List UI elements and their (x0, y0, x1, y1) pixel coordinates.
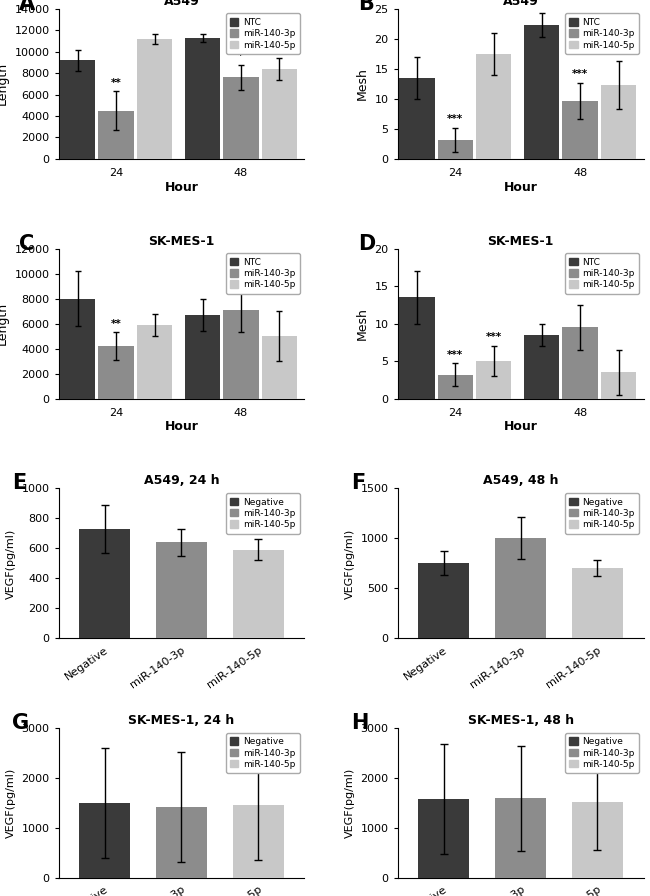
Bar (233, 550, 284, 638)
Bar (137, 39, 172, 159)
Text: ***: *** (447, 349, 463, 359)
Bar (79, 529, 130, 638)
Bar (601, 373, 636, 399)
Text: D: D (358, 234, 376, 254)
Bar (262, 69, 297, 159)
Y-axis label: VEGF(pg/ml): VEGF(pg/ml) (6, 768, 16, 839)
Text: **: ** (111, 319, 122, 329)
Bar (60, 60, 96, 159)
Legend: Negative, miR-140-3p, miR-140-5p: Negative, miR-140-3p, miR-140-5p (565, 493, 639, 533)
Text: **: ** (111, 78, 122, 88)
Text: E: E (12, 473, 26, 494)
Legend: Negative, miR-140-3p, miR-140-5p: Negative, miR-140-3p, miR-140-5p (565, 733, 639, 773)
Bar (156, 806, 207, 878)
Bar (185, 38, 220, 159)
Legend: Negative, miR-140-3p, miR-140-5p: Negative, miR-140-3p, miR-140-5p (226, 733, 300, 773)
Title: SK-MES-1, 48 h: SK-MES-1, 48 h (467, 714, 574, 727)
Text: C: C (19, 234, 34, 254)
Bar (524, 335, 560, 399)
Y-axis label: VEGF(pg/ml): VEGF(pg/ml) (345, 529, 355, 599)
Text: ***: *** (486, 332, 502, 342)
Title: A549: A549 (164, 0, 200, 8)
Bar (437, 140, 473, 159)
Bar (418, 799, 469, 878)
Bar (572, 568, 623, 638)
Bar (185, 314, 220, 399)
Title: SK-MES-1: SK-MES-1 (148, 235, 215, 247)
Bar (524, 25, 560, 159)
X-axis label: Hour: Hour (504, 181, 538, 194)
Bar (156, 542, 207, 638)
Bar (601, 85, 636, 159)
Bar (233, 806, 284, 878)
Text: **: ** (613, 47, 624, 57)
Text: B: B (358, 0, 374, 14)
Bar (262, 336, 297, 399)
Bar (562, 100, 598, 159)
Bar (223, 310, 259, 399)
Bar (98, 346, 134, 399)
Text: H: H (351, 713, 369, 733)
Text: F: F (351, 473, 365, 494)
Title: A549, 24 h: A549, 24 h (144, 474, 219, 487)
Bar (476, 361, 512, 399)
Bar (137, 325, 172, 399)
X-axis label: Hour: Hour (164, 420, 198, 434)
Text: G: G (12, 713, 29, 733)
Bar (476, 54, 512, 159)
Bar (60, 298, 96, 399)
Y-axis label: VEGF(pg/ml): VEGF(pg/ml) (6, 529, 16, 599)
Bar (399, 78, 435, 159)
Bar (437, 375, 473, 399)
Text: ***: *** (447, 114, 463, 124)
Bar (418, 564, 469, 638)
Y-axis label: Length: Length (0, 63, 9, 106)
Bar (495, 798, 546, 878)
X-axis label: Hour: Hour (164, 181, 198, 194)
Y-axis label: Length: Length (0, 302, 9, 345)
X-axis label: Hour: Hour (504, 420, 538, 434)
Y-axis label: Mesh: Mesh (356, 67, 369, 100)
Text: A: A (19, 0, 35, 14)
Text: *: * (277, 45, 282, 55)
Title: A549, 48 h: A549, 48 h (483, 474, 558, 487)
Bar (223, 77, 259, 159)
Y-axis label: VEGF(pg/ml): VEGF(pg/ml) (345, 768, 355, 839)
Title: A549: A549 (502, 0, 538, 8)
Bar (572, 802, 623, 878)
Text: ***: *** (572, 69, 588, 79)
Bar (98, 110, 134, 159)
Bar (562, 327, 598, 399)
Text: *: * (239, 51, 244, 61)
Legend: NTC, miR-140-3p, miR-140-5p: NTC, miR-140-3p, miR-140-5p (565, 254, 639, 294)
Legend: NTC, miR-140-3p, miR-140-5p: NTC, miR-140-3p, miR-140-5p (565, 13, 639, 54)
Legend: Negative, miR-140-3p, miR-140-5p: Negative, miR-140-3p, miR-140-5p (226, 493, 300, 533)
Bar (399, 297, 435, 399)
Title: SK-MES-1: SK-MES-1 (488, 235, 554, 247)
Legend: NTC, miR-140-3p, miR-140-5p: NTC, miR-140-3p, miR-140-5p (226, 254, 300, 294)
Y-axis label: Mesh: Mesh (356, 307, 369, 340)
Legend: NTC, miR-140-3p, miR-140-5p: NTC, miR-140-3p, miR-140-5p (226, 13, 300, 54)
Bar (495, 538, 546, 638)
Bar (79, 803, 130, 878)
Title: SK-MES-1, 24 h: SK-MES-1, 24 h (128, 714, 235, 727)
